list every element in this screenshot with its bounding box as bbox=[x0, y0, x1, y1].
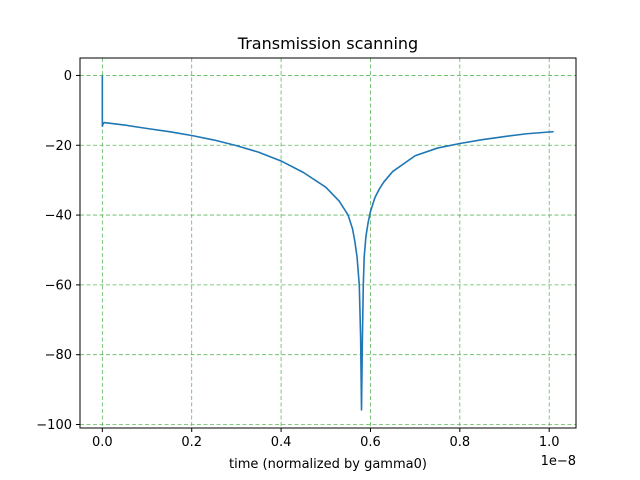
x-axis-offset-label: 1e−8 bbox=[541, 454, 576, 469]
y-axis: 0 −20 −40 −60 −80 −100 bbox=[36, 69, 80, 433]
x-tick-label: 0.6 bbox=[360, 435, 381, 450]
y-tick-label: −20 bbox=[45, 139, 72, 154]
x-axis-label: time (normalized by gamma0) bbox=[229, 457, 427, 472]
grid bbox=[80, 58, 576, 428]
y-tick-label: 0 bbox=[64, 69, 72, 84]
y-tick-label: −100 bbox=[36, 418, 72, 433]
x-tick-label: 1.0 bbox=[539, 435, 560, 450]
x-axis: 0.0 0.2 0.4 0.6 0.8 1.0 bbox=[92, 428, 560, 450]
x-tick-label: 0.2 bbox=[181, 435, 202, 450]
x-tick-label: 0.8 bbox=[449, 435, 470, 450]
chart-title: Transmission scanning bbox=[237, 34, 418, 53]
x-tick-label: 0.0 bbox=[92, 435, 113, 450]
x-tick-label: 0.4 bbox=[271, 435, 292, 450]
y-tick-label: −80 bbox=[45, 348, 72, 363]
series-line bbox=[101, 75, 554, 411]
series-layer bbox=[101, 75, 554, 411]
y-tick-label: −40 bbox=[45, 209, 72, 224]
plot-frame bbox=[79, 57, 577, 429]
y-tick-label: −60 bbox=[45, 278, 72, 293]
